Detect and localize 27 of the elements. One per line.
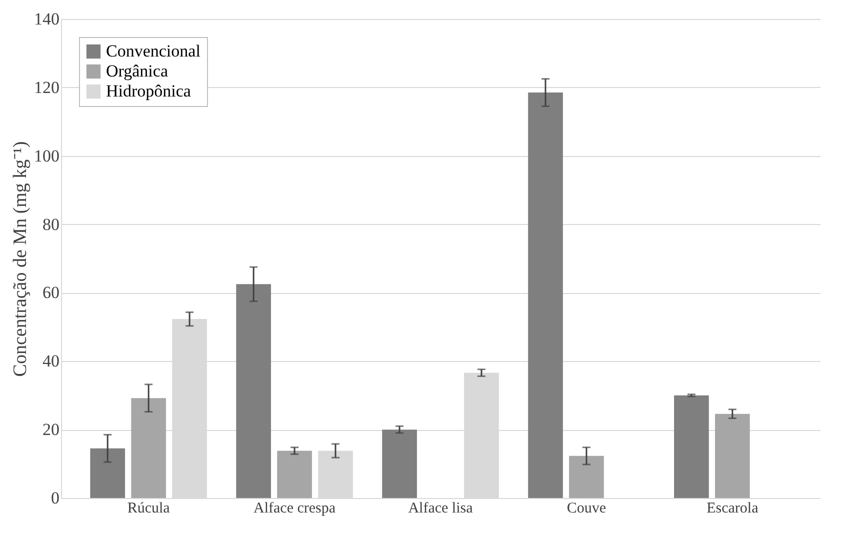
y-tick-label: 0 [51,488,60,508]
bar [277,450,312,498]
x-tick-label: Alface lisa [408,500,474,516]
y-tick-label: 40 [42,352,60,371]
x-tick-label: Escarola [706,500,759,516]
bar [318,450,353,498]
x-tick-label: Alface crespa [254,500,336,516]
y-tick-label: 20 [42,420,60,440]
legend-label: Convencional [106,42,201,60]
bar [528,92,563,498]
bar [715,414,750,498]
legend-label: Orgânica [106,62,168,80]
bar [382,430,417,498]
y-tick-label: 80 [42,214,60,234]
y-axis-title: Concentração de Mn (mg kg⁻¹) [10,141,31,377]
bar [131,398,166,498]
y-tick-label: 140 [34,10,60,28]
legend-label: Hidropônica [106,82,192,100]
x-tick-label: Couve [566,500,606,516]
bar [236,284,271,498]
y-tick-label: 120 [34,78,60,97]
y-tick-label: 60 [42,283,60,302]
bar [674,395,709,498]
bar [569,456,604,498]
y-tick-label: 100 [34,146,60,166]
bar [90,448,126,498]
x-tick-label: Rúcula [127,500,170,516]
